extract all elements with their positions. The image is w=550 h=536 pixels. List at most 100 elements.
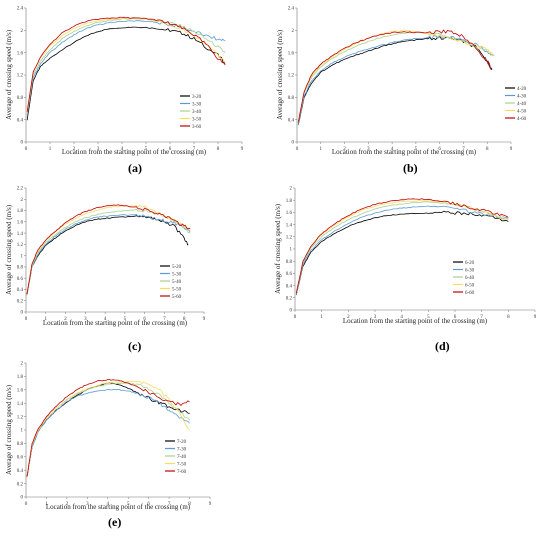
x-tick-label: 5	[124, 317, 127, 322]
x-tick-label: 3	[84, 317, 87, 322]
x-tick-label: 4	[391, 147, 394, 152]
y-tick-label: 0.8	[288, 96, 295, 101]
chart-panel-d: 0 1 2 3 4 5 6 7 8 9 0 0.2 0.4 0.6 0.8 1 1.2 1.4 1.6 1.8 2 Loc…	[274, 180, 550, 360]
y-tick-label: 1.8	[17, 375, 24, 380]
y-tick-label: 1.6	[17, 389, 24, 394]
legend-entry: 4-50	[517, 109, 527, 114]
series-line-3-20	[26, 26, 226, 121]
y-tick-label: 0.6	[286, 272, 293, 277]
chart-d: 0 1 2 3 4 5 6 7 8 900.20.40.60.811.21.41.61.82Loc…	[274, 187, 537, 325]
x-tick-label: 6	[143, 317, 146, 322]
y-tick-label: 2	[290, 187, 293, 192]
y-tick-label: 0	[292, 141, 295, 146]
chart-c: 0 1 2 3 4 5 6 7 8 9 0 0.2 0.4 0.6 0.8 1 1.2 1.4 1.6 1.8 2 2.2…	[5, 187, 206, 327]
x-tick-label: 1	[320, 315, 323, 320]
y-tick-label: 0.4	[288, 118, 295, 123]
chart-panel-e: 0 1 2 3 4 5 6 7 8 9 0 0.2 0.4 0.6 0.8 1 1.2 1.4 1.6 1.8 2 Loc…	[0, 355, 275, 536]
y-tick-label: 0.4	[17, 469, 24, 474]
x-tick-label: 6	[147, 502, 150, 507]
legend-entry: 7-50	[177, 462, 187, 467]
series-line-4-40	[297, 31, 495, 123]
legend-entry: 5-20	[172, 265, 182, 270]
legend-entry: 5-30	[172, 272, 182, 277]
y-tick-label: 1.4	[286, 223, 293, 228]
legend-entry: 3-20	[192, 95, 202, 100]
legend-entry: 7-20	[177, 440, 187, 445]
y-tick-label: 0.8	[286, 260, 293, 265]
series-line-4-20	[297, 36, 493, 125]
y-tick-label: 0.8	[17, 266, 24, 271]
panel-label-b: (b)	[403, 161, 418, 175]
y-tick-label: 1.8	[17, 209, 24, 214]
legend-entry: 7-30	[177, 447, 187, 452]
y-tick-label: 0	[21, 311, 24, 316]
y-tick-label: 0.4	[17, 288, 24, 293]
x-tick-label: 1	[45, 502, 48, 507]
series-line-6-30	[295, 205, 509, 295]
y-tick-label: 1.8	[286, 199, 293, 204]
y-tick-label: 0	[21, 141, 24, 146]
y-tick-label: 0.2	[17, 299, 24, 304]
y-tick-label: 2	[21, 198, 24, 203]
y-tick-label: 2.2	[17, 187, 24, 192]
x-axis-label: Location from the starting point of the …	[343, 317, 488, 325]
x-tick-label: 5	[427, 315, 430, 320]
series-line-4-30	[297, 35, 495, 126]
series-line-4-60	[297, 29, 493, 123]
x-tick-label: 2	[64, 317, 67, 322]
panel-label-e: (e)	[108, 515, 122, 529]
chart-e: 0 1 2 3 4 5 6 7 8 900.20.40.60.811.21.41.61.82Loc…	[5, 362, 212, 511]
y-tick-label: 1.2	[286, 236, 293, 241]
chart-panel-c: 0 1 2 3 4 5 6 7 8 9 0 0.2 0.4 0.6 0.8 1 1.2 1.4 1.6 1.8 2 2.2…	[0, 180, 275, 360]
x-tick-label: 2	[343, 147, 346, 152]
y-tick-label: 2	[21, 362, 24, 367]
panel-label-a: (a)	[128, 161, 142, 175]
y-tick-label: 1	[21, 429, 24, 434]
legend-entry: 4-30	[517, 94, 527, 99]
x-tick-label: 7	[462, 147, 465, 152]
legend-entry: 7-40	[177, 455, 187, 460]
y-axis-label: Average of crossing speed (m/s)	[5, 204, 13, 295]
x-tick-label: 4	[107, 502, 110, 507]
x-tick-label: 9	[209, 502, 212, 507]
y-tick-label: 2	[21, 29, 24, 34]
x-tick-label: 0	[296, 147, 299, 152]
x-tick-label: 8	[217, 147, 220, 152]
x-tick-label: 9	[510, 147, 513, 152]
x-tick-label: 7	[193, 147, 196, 152]
legend-entry: 6-40	[465, 276, 475, 281]
y-tick-label: 2	[292, 29, 295, 34]
x-tick-label: 4	[400, 315, 403, 320]
x-axis-label: Location from the starting point of the …	[62, 148, 207, 156]
series-line-4-50	[297, 29, 495, 123]
x-tick-label: 6	[169, 147, 172, 152]
x-tick-label: 2	[347, 315, 350, 320]
y-tick-label: 2.4	[288, 7, 295, 12]
y-tick-label: 2.4	[17, 7, 24, 12]
series-line-5-20	[26, 215, 189, 295]
y-tick-label: 0	[21, 496, 24, 501]
x-tick-label: 6	[438, 147, 441, 152]
series-line-5-60	[26, 204, 191, 295]
panel-label-d: (d)	[435, 339, 450, 353]
x-tick-label: 3	[97, 147, 100, 152]
chart-panel-a: 0 1 2 3 4 5 6 7 8 9 0 0.4 0.8 1.2 1.6 2 2.4 Location from…	[0, 0, 275, 180]
legend-entry: 6-30	[465, 268, 475, 273]
series-line-3-60	[26, 16, 226, 112]
y-tick-label: 1.2	[17, 243, 24, 248]
panel-label-c: (c)	[128, 339, 142, 353]
y-tick-label: 1.2	[288, 74, 295, 79]
legend-entry: 5-60	[172, 295, 182, 300]
y-axis-label: Average of crossing speed (m/s)	[274, 203, 282, 294]
x-tick-label: 1	[49, 147, 52, 152]
legend-entry: 5-50	[172, 287, 182, 292]
y-tick-label: 1.2	[17, 415, 24, 420]
legend-entry: 7-60	[177, 470, 187, 475]
x-tick-label: 8	[183, 317, 186, 322]
series-line-5-40	[26, 208, 191, 296]
series-line-7-20	[26, 382, 190, 477]
series-line-7-50	[26, 380, 190, 478]
y-tick-label: 0.4	[286, 284, 293, 289]
y-tick-label: 0.6	[17, 277, 24, 282]
x-tick-label: 0	[294, 315, 297, 320]
